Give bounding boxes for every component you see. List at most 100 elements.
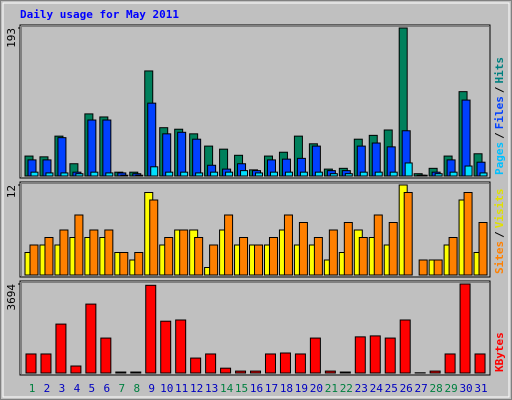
bar: [74, 214, 84, 276]
x-tick-label: 20: [310, 382, 323, 395]
bar: [459, 283, 471, 374]
bar: [75, 173, 84, 177]
bar: [210, 171, 219, 177]
x-tick-label: 14: [220, 382, 234, 395]
bar: [329, 173, 338, 177]
bar: [478, 222, 488, 276]
x-tick-label: 24: [370, 382, 384, 395]
bar: [29, 244, 39, 276]
legend: Sites / Visits: [493, 189, 506, 275]
bar: [44, 237, 54, 276]
y-max-label: 12: [5, 185, 18, 198]
bar: [284, 171, 293, 177]
bar: [388, 222, 398, 276]
bar: [444, 353, 456, 374]
bar: [311, 145, 321, 177]
x-tick-label: 1: [29, 382, 36, 395]
bar: [134, 252, 144, 276]
bar: [373, 214, 383, 276]
bar: [324, 370, 336, 374]
legend-entry: Hits: [493, 57, 506, 84]
legend-separator: /: [493, 132, 506, 139]
x-tick-label: 31: [474, 382, 487, 395]
x-tick-label: 23: [355, 382, 368, 395]
bar: [180, 171, 189, 177]
x-tick-label: 25: [385, 382, 398, 395]
bar: [283, 214, 293, 276]
x-tick-label: 9: [148, 382, 155, 395]
x-tick-label: 7: [118, 382, 125, 395]
x-tick-label: 22: [340, 382, 353, 395]
x-tick-label: 10: [160, 382, 173, 395]
bar: [177, 131, 187, 177]
bar: [359, 171, 368, 177]
bar: [240, 170, 249, 177]
bar: [192, 138, 202, 177]
bar: [314, 171, 323, 177]
bar: [418, 259, 428, 276]
chart-title: Daily usage for May 2011: [20, 8, 179, 21]
bar: [449, 171, 458, 177]
bar: [464, 165, 473, 177]
bar: [205, 353, 217, 374]
bar: [309, 337, 321, 374]
bar: [255, 172, 264, 177]
bar: [145, 284, 157, 374]
bar: [369, 335, 381, 374]
bar: [235, 370, 247, 374]
legend-entry: Files: [493, 96, 506, 129]
bar: [294, 353, 306, 374]
bar: [356, 145, 366, 177]
bar: [149, 199, 159, 276]
bar: [358, 237, 368, 276]
x-tick-label: 21: [325, 382, 338, 395]
bar: [165, 171, 174, 177]
x-tick-label: 16: [250, 382, 263, 395]
bar: [100, 337, 112, 374]
bar: [434, 173, 443, 177]
bar: [130, 371, 142, 374]
bar: [386, 146, 396, 177]
x-tick-label: 15: [235, 382, 248, 395]
x-tick-label: 29: [444, 382, 457, 395]
bar: [298, 222, 308, 276]
x-tick-label: 4: [74, 382, 81, 395]
bar: [120, 174, 129, 177]
bar: [264, 353, 276, 374]
bar: [429, 370, 441, 374]
bar: [313, 237, 323, 276]
bar: [70, 365, 82, 374]
x-tick-label: 28: [430, 382, 443, 395]
bar: [175, 319, 187, 374]
bar: [279, 352, 291, 374]
bar: [268, 237, 278, 276]
bar: [115, 371, 127, 374]
bar: [209, 244, 219, 276]
x-tick-label: 17: [265, 382, 278, 395]
bar: [85, 303, 97, 374]
bar: [87, 119, 97, 177]
legend-entry: Sites: [493, 241, 506, 274]
bar: [30, 171, 39, 177]
bar: [463, 192, 473, 276]
x-tick-label: 12: [190, 382, 203, 395]
legend-separator: /: [493, 231, 506, 238]
bar: [147, 102, 157, 177]
plot-area: [19, 280, 491, 376]
x-tick-label: 30: [459, 382, 472, 395]
bar: [328, 229, 338, 276]
bar: [344, 173, 353, 177]
bar: [55, 323, 67, 374]
bar: [119, 252, 129, 276]
bar: [102, 119, 112, 177]
bar: [419, 174, 428, 177]
plot-area: [19, 24, 491, 179]
bar: [90, 171, 99, 177]
bar: [339, 371, 351, 374]
bar: [59, 229, 69, 276]
bar: [403, 192, 413, 276]
x-tick-label: 26: [400, 382, 413, 395]
x-tick-label: 18: [280, 382, 293, 395]
